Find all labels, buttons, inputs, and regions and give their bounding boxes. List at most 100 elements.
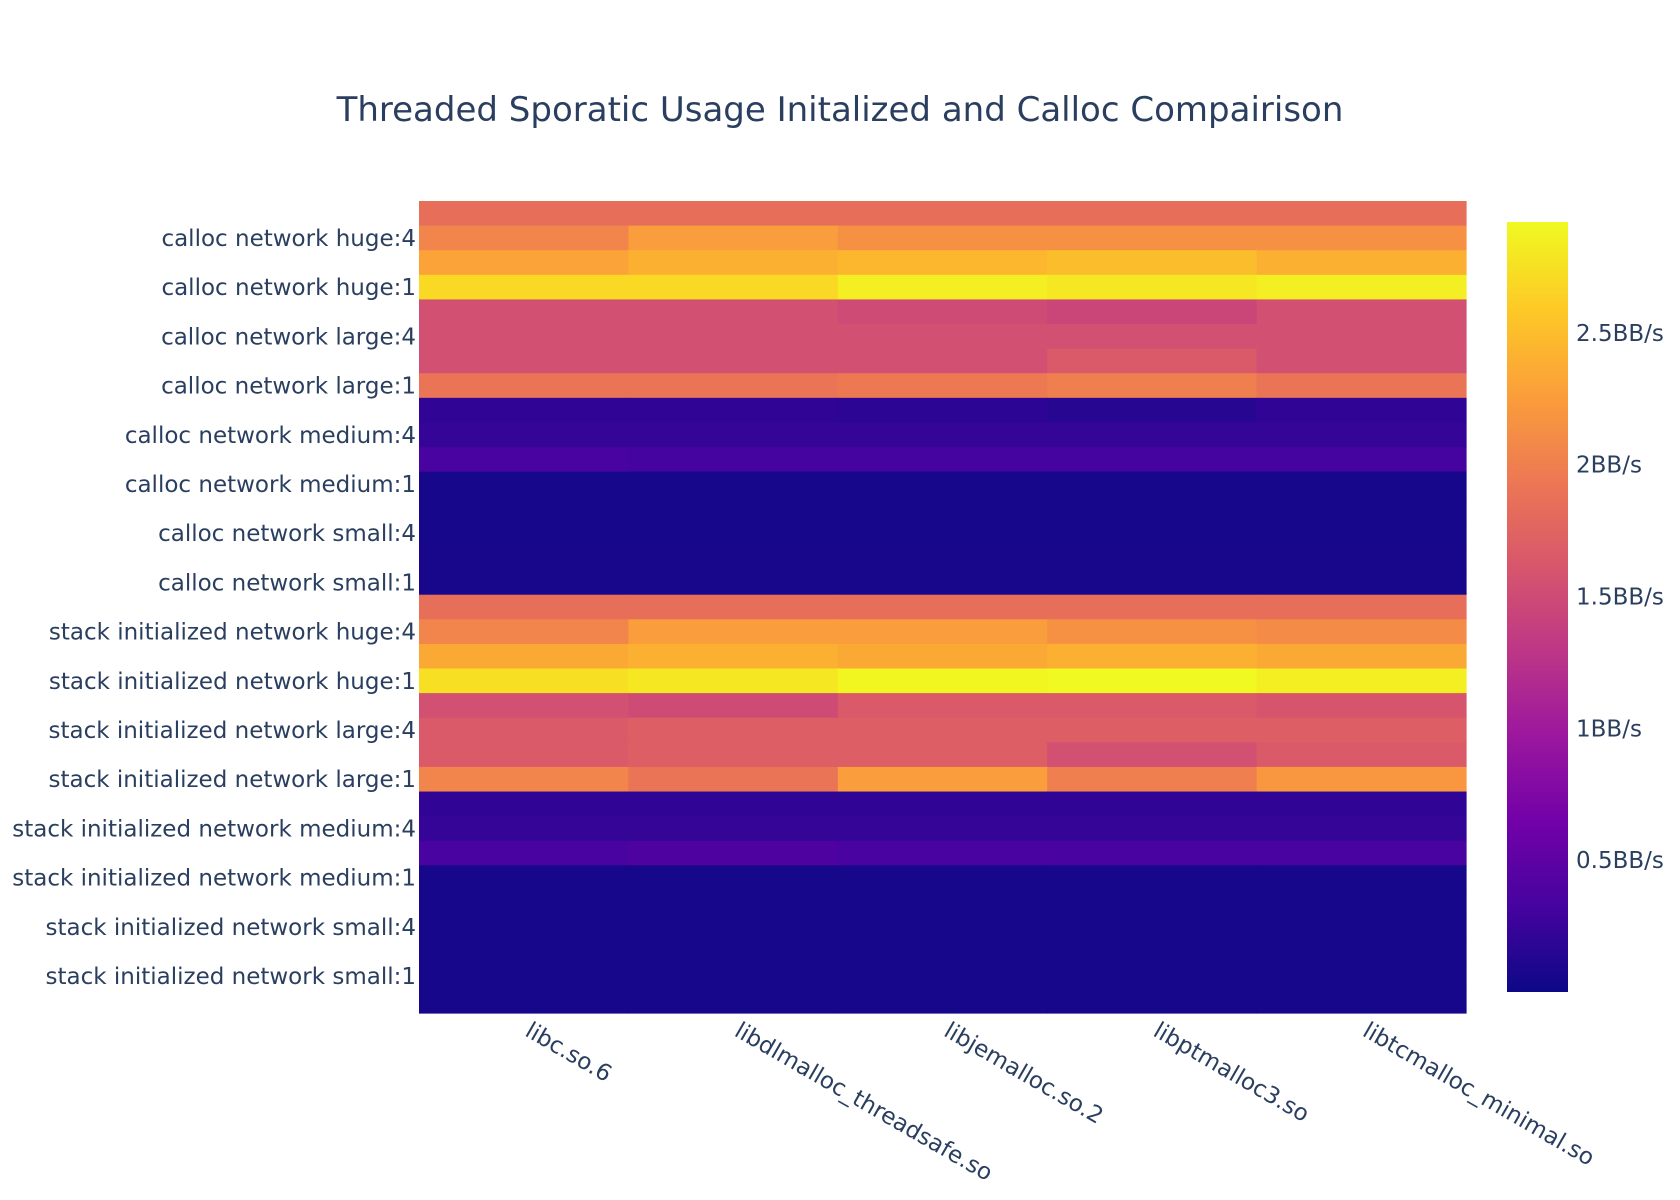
heatmap-cell <box>1256 225 1467 251</box>
heatmap-cell <box>628 225 839 251</box>
heatmap-cell <box>628 988 839 1014</box>
heatmap-cell <box>419 570 629 596</box>
heatmap-cell <box>1256 324 1467 350</box>
heatmap-cell <box>837 324 1048 350</box>
heatmap-cell <box>419 594 629 620</box>
heatmap-cell <box>1047 422 1258 448</box>
heatmap-cell <box>837 348 1048 374</box>
y-tick-label: stack initialized network large:4 <box>48 718 416 744</box>
heatmap-cell <box>419 840 629 866</box>
heatmap-cell <box>1047 274 1258 301</box>
heatmap-cell <box>1256 570 1467 596</box>
heatmap-cell <box>628 545 839 571</box>
heatmap-cell <box>628 570 839 596</box>
colorbar <box>1507 222 1568 992</box>
heatmap-cell <box>837 840 1048 866</box>
heatmap-cell <box>1256 939 1467 965</box>
heatmap-cell <box>1047 889 1258 916</box>
heatmap-cell <box>628 397 839 424</box>
heatmap-cell <box>837 963 1048 989</box>
heatmap-cell <box>628 914 839 940</box>
heatmap-cell <box>1047 668 1258 694</box>
x-tick-label: libtcmalloc_minimal.so <box>1358 1018 1598 1172</box>
heatmap-cell <box>419 471 629 497</box>
heatmap-cell <box>1047 816 1258 842</box>
heatmap-cell <box>1256 471 1467 497</box>
heatmap-cell <box>837 594 1048 620</box>
heatmap-cell <box>628 496 839 522</box>
heatmap-cell <box>1047 988 1258 1014</box>
heatmap-cell <box>419 201 629 227</box>
y-tick-label: calloc network huge:4 <box>161 226 416 252</box>
heatmap-cell <box>1047 865 1258 891</box>
heatmap-cell <box>837 988 1048 1014</box>
heatmap-cell <box>1256 422 1467 448</box>
heatmap-cell <box>1047 717 1258 743</box>
heatmap-cell <box>1256 840 1467 866</box>
heatmap-cell <box>628 643 839 670</box>
heatmap-cell <box>1047 570 1258 596</box>
heatmap-cell <box>628 324 839 350</box>
heatmap-cell <box>837 816 1048 842</box>
heatmap-cell <box>1047 545 1258 571</box>
x-axis-ticks: libc.so.6 libdlmalloc_threadsafe.solibjem… <box>521 1018 1599 1187</box>
heatmap-cell <box>419 742 629 768</box>
heatmap-cell <box>628 619 839 645</box>
heatmap-cell <box>1256 668 1467 694</box>
heatmap-cell <box>628 422 839 448</box>
heatmap-cell <box>1256 717 1467 743</box>
heatmap-cell <box>1256 914 1467 940</box>
heatmap-cell <box>1256 201 1467 227</box>
heatmap-cell <box>628 840 839 866</box>
x-tick-label: libptmalloc3.so <box>1149 1018 1314 1128</box>
colorbar-tick-label: 1BB/s <box>1576 716 1642 742</box>
heatmap-cell <box>1047 766 1258 793</box>
heatmap-cell <box>628 299 839 325</box>
heatmap-cell <box>628 471 839 497</box>
heatmap-cell <box>419 889 629 916</box>
heatmap-cell <box>419 299 629 325</box>
heatmap-cell <box>1047 250 1258 276</box>
heatmap-cell <box>1256 889 1467 916</box>
heatmap-cell <box>419 693 629 719</box>
y-tick-label: calloc network medium:4 <box>125 423 416 449</box>
heatmap-cell <box>1256 594 1467 620</box>
y-tick-label: calloc network large:4 <box>161 324 416 350</box>
heatmap-cell <box>1256 348 1467 374</box>
heatmap-cell <box>628 250 839 276</box>
heatmap-cell <box>628 963 839 989</box>
heatmap-cell <box>1256 693 1467 719</box>
heatmap-cell <box>419 963 629 989</box>
heatmap-cell <box>1047 693 1258 719</box>
x-tick-label: libc.so.6 <box>521 1018 616 1088</box>
heatmap-cell <box>837 889 1048 916</box>
heatmap-cell <box>419 619 629 645</box>
heatmap-cell <box>837 250 1048 276</box>
heatmap-cell <box>837 717 1048 743</box>
heatmap-cell <box>837 520 1048 547</box>
heatmap-cell <box>628 668 839 694</box>
heatmap-cell <box>1047 840 1258 866</box>
heatmap-cell <box>1256 520 1467 547</box>
heatmap-cell <box>837 471 1048 497</box>
heatmap-cell <box>837 865 1048 891</box>
heatmap-cell <box>1047 939 1258 965</box>
heatmap-cell <box>1256 791 1467 817</box>
heatmap-cell <box>628 373 839 399</box>
y-tick-label: stack initialized network huge:4 <box>49 620 416 646</box>
heatmap-cell <box>419 717 629 743</box>
heatmap-cell <box>837 914 1048 940</box>
heatmap-cell <box>1256 816 1467 842</box>
x-tick-label: libjemalloc.so.2 <box>940 1018 1108 1130</box>
heatmap-cell <box>419 373 629 399</box>
heatmap-cell <box>837 201 1048 227</box>
heatmap-cell <box>628 816 839 842</box>
y-tick-label: calloc network small:1 <box>158 570 416 596</box>
heatmap-cell <box>1256 988 1467 1014</box>
colorbar-tick-label: 0.5BB/s <box>1576 848 1664 874</box>
heatmap-cell <box>628 274 839 301</box>
heatmap-cell <box>1256 545 1467 571</box>
heatmap-cell <box>419 447 629 473</box>
y-tick-label: stack initialized network small:1 <box>45 964 416 990</box>
heatmap-cell <box>628 889 839 916</box>
